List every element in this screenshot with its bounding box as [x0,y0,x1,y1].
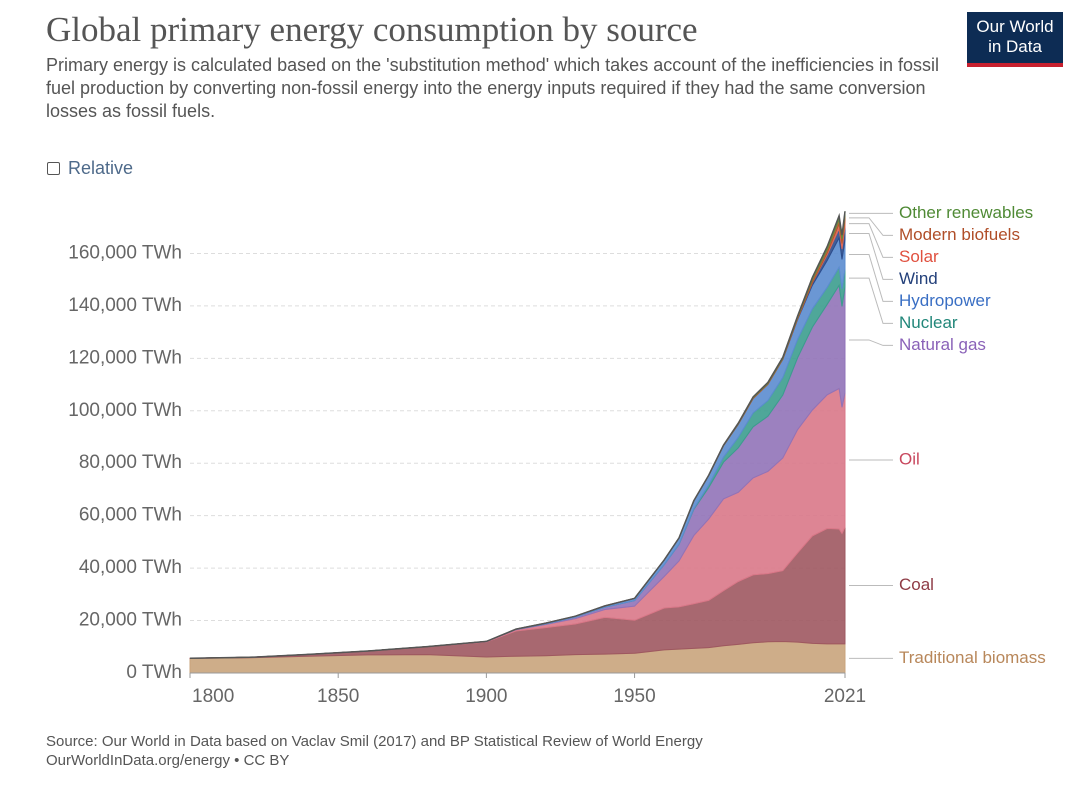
y-tick-label: 160,000 TWh [68,242,182,263]
checkbox[interactable] [47,162,60,175]
legend-connector [849,253,893,302]
y-tick-label: 0 TWh [126,662,182,683]
legend-label: Natural gas [899,335,986,354]
logo[interactable]: Our World in Data [967,12,1063,67]
chart-title: Global primary energy consumption by sou… [46,10,698,49]
logo-line: Our World [976,17,1054,36]
y-tick-label: 140,000 TWh [68,295,182,316]
legend-label: Traditional biomass [899,648,1046,667]
legend-connector [849,223,893,258]
source: Source: Our World in Data based on Vacla… [46,733,703,750]
legend-connector [849,232,893,280]
x-tick-label: 1850 [317,686,359,707]
y-tick-label: 100,000 TWh [68,400,182,421]
toggle-label[interactable]: Relative [68,158,134,178]
relative-toggle[interactable]: Relative [47,158,133,179]
x-tick-label: 1800 [192,686,234,707]
chart-subtitle: Primary energy is calculated based on th… [46,55,940,121]
legend-connector [849,217,893,236]
legend-label: Solar [899,247,939,266]
logo-line: in Data [988,37,1042,56]
url-note: OurWorldInData.org/energy • CC BY [46,752,289,769]
legend-connector [849,339,893,346]
legend-connector [849,277,893,324]
y-tick-label: 60,000 TWh [79,505,182,526]
legend-label: Wind [899,269,938,288]
legend-label: Nuclear [899,313,958,332]
y-tick-label: 20,000 TWh [79,610,182,631]
legend-label: Oil [899,450,920,469]
legend-label: Hydropower [899,291,991,310]
legend-label: Coal [899,575,934,594]
y-tick-label: 80,000 TWh [79,452,182,473]
x-tick-label: 1950 [613,686,655,707]
x-tick-label: 1900 [465,686,507,707]
y-tick-label: 40,000 TWh [79,557,182,578]
x-tick-label: 2021 [824,686,866,707]
legend-label: Other renewables [899,203,1033,222]
total-outline [189,211,846,659]
legend-label: Modern biofuels [899,225,1020,244]
y-tick-label: 120,000 TWh [68,347,182,368]
